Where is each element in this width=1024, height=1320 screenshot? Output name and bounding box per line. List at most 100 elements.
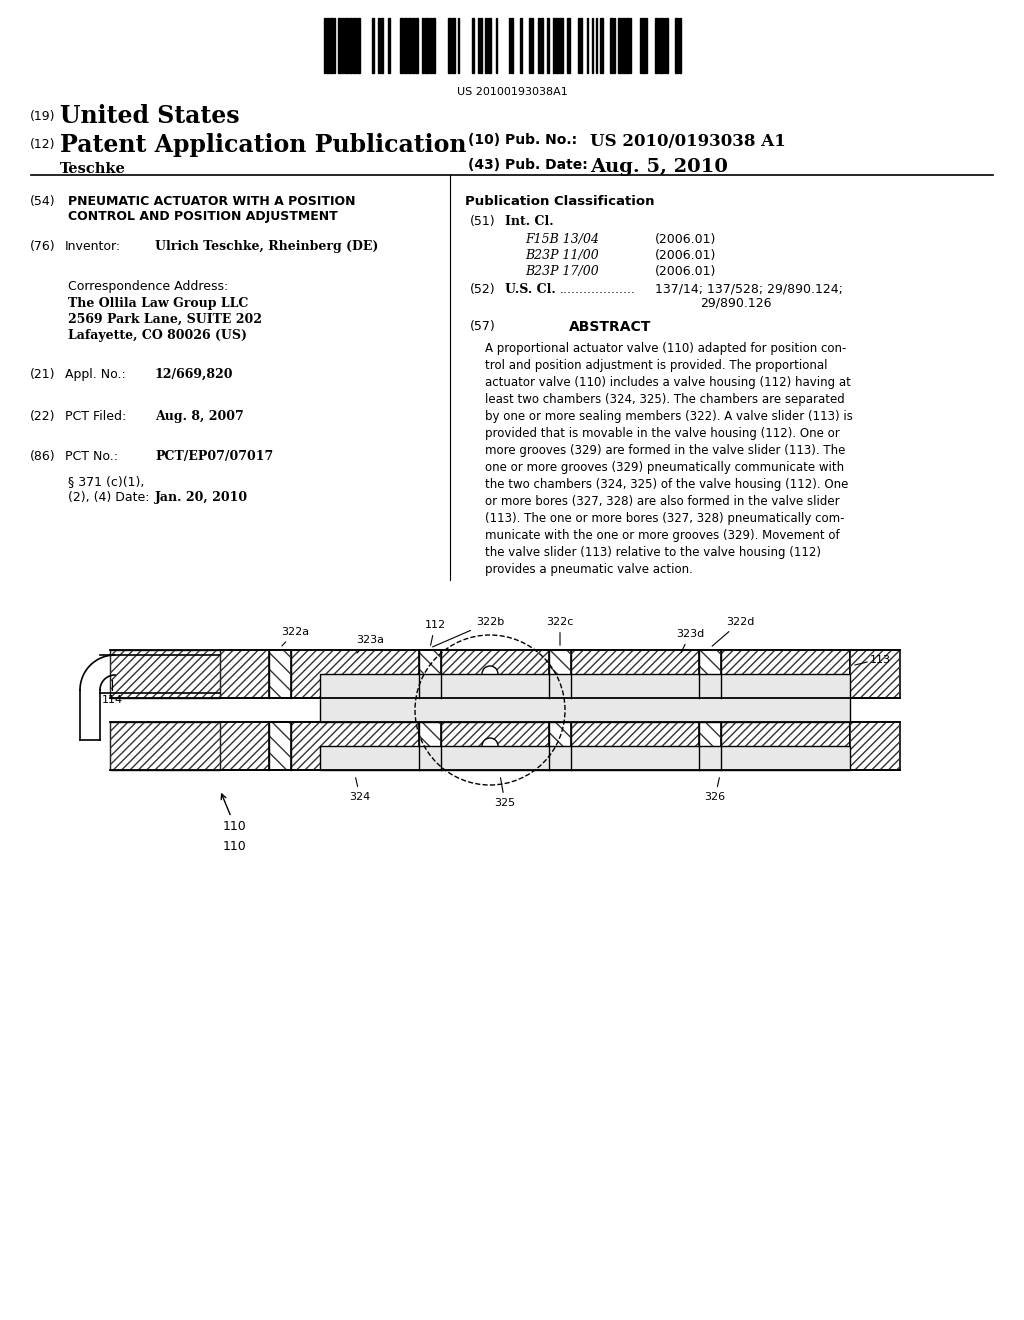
Text: Teschke: Teschke — [60, 162, 126, 176]
Bar — [353, 18, 356, 73]
Circle shape — [482, 667, 498, 682]
Bar — [600, 18, 603, 73]
Text: PCT/EP07/07017: PCT/EP07/07017 — [155, 450, 273, 463]
Text: 110: 110 — [223, 840, 247, 853]
Bar — [342, 18, 344, 73]
Bar — [556, 18, 559, 73]
Bar — [400, 18, 403, 73]
Text: 29/890.126: 29/890.126 — [700, 297, 771, 310]
Text: 110: 110 — [221, 795, 247, 833]
Text: B23P 17/00: B23P 17/00 — [525, 265, 599, 279]
Bar — [541, 18, 543, 73]
Text: Inventor:: Inventor: — [65, 240, 121, 253]
Bar — [660, 18, 663, 73]
Bar — [110, 649, 220, 698]
Text: Aug. 8, 2007: Aug. 8, 2007 — [155, 411, 244, 422]
Bar — [511, 18, 513, 73]
Text: A proportional actuator valve (110) adapted for position con-
trol and position : A proportional actuator valve (110) adap… — [485, 342, 853, 576]
Text: 322c: 322c — [547, 616, 573, 645]
Bar — [220, 649, 850, 698]
Text: F15B 13/04: F15B 13/04 — [525, 234, 599, 246]
Text: US 2010/0193038 A1: US 2010/0193038 A1 — [590, 133, 785, 150]
Bar — [567, 18, 570, 73]
Bar — [485, 18, 487, 73]
Text: Publication Classification: Publication Classification — [465, 195, 654, 209]
Bar — [345, 18, 348, 73]
Text: 12/669,820: 12/669,820 — [155, 368, 233, 381]
Text: (43) Pub. Date:: (43) Pub. Date: — [468, 158, 588, 172]
Bar — [220, 722, 850, 770]
Text: PNEUMATIC ACTUATOR WITH A POSITION
CONTROL AND POSITION ADJUSTMENT: PNEUMATIC ACTUATOR WITH A POSITION CONTR… — [68, 195, 355, 223]
Bar — [547, 18, 549, 73]
Bar — [415, 18, 418, 73]
Bar — [626, 18, 629, 73]
Bar — [679, 18, 681, 73]
Text: (10) Pub. No.:: (10) Pub. No.: — [468, 133, 578, 147]
Bar — [357, 18, 360, 73]
Text: 114: 114 — [101, 696, 123, 705]
Text: B23P 11/00: B23P 11/00 — [525, 249, 599, 261]
Bar — [388, 18, 390, 73]
Text: The Ollila Law Group LLC: The Ollila Law Group LLC — [68, 297, 249, 310]
Bar — [452, 18, 455, 73]
Text: 137/14; 137/528; 29/890.124;: 137/14; 137/528; 29/890.124; — [655, 282, 843, 296]
Text: Patent Application Publication: Patent Application Publication — [60, 133, 467, 157]
Bar — [699, 649, 721, 698]
Bar — [404, 18, 407, 73]
Text: 323a: 323a — [356, 635, 384, 653]
Bar — [549, 649, 571, 698]
Text: 325: 325 — [495, 777, 515, 808]
Bar — [319, 746, 850, 770]
Text: (86): (86) — [30, 450, 55, 463]
Text: (2006.01): (2006.01) — [655, 249, 717, 261]
Bar — [220, 649, 850, 698]
Bar — [378, 18, 380, 73]
Bar — [699, 722, 721, 770]
Text: 323d: 323d — [676, 630, 705, 652]
Text: 322d: 322d — [712, 616, 755, 647]
Bar — [429, 18, 431, 73]
Bar — [549, 649, 571, 698]
Text: Lafayette, CO 80026 (US): Lafayette, CO 80026 (US) — [68, 329, 247, 342]
Bar — [666, 18, 668, 73]
Bar — [349, 18, 352, 73]
Text: (12): (12) — [30, 139, 55, 150]
Text: (51): (51) — [470, 215, 496, 228]
Bar — [529, 18, 531, 73]
Text: Int. Cl.: Int. Cl. — [505, 215, 554, 228]
Text: (52): (52) — [470, 282, 496, 296]
Bar — [553, 18, 555, 73]
Bar — [549, 722, 571, 770]
Bar — [642, 18, 645, 73]
Text: (54): (54) — [30, 195, 55, 209]
Bar — [520, 18, 522, 73]
Bar — [110, 722, 220, 770]
Bar — [655, 18, 657, 73]
Bar — [381, 18, 383, 73]
Text: Correspondence Address:: Correspondence Address: — [68, 280, 228, 293]
Text: United States: United States — [60, 104, 240, 128]
Bar — [850, 649, 900, 698]
Bar — [549, 722, 571, 770]
Text: (2006.01): (2006.01) — [655, 234, 717, 246]
Bar — [622, 18, 625, 73]
Bar — [610, 18, 613, 73]
Bar — [419, 649, 441, 698]
Text: US 20100193038A1: US 20100193038A1 — [457, 87, 567, 96]
Bar — [480, 18, 482, 73]
Bar — [850, 722, 900, 770]
Bar — [419, 649, 441, 698]
Bar — [472, 18, 474, 73]
Text: PCT Filed:: PCT Filed: — [65, 411, 126, 422]
Bar — [560, 18, 563, 73]
Text: (2), (4) Date:: (2), (4) Date: — [68, 491, 150, 504]
Text: Appl. No.:: Appl. No.: — [65, 368, 126, 381]
Text: (76): (76) — [30, 240, 55, 253]
Bar — [326, 18, 329, 73]
Bar — [425, 18, 428, 73]
Circle shape — [482, 738, 498, 754]
Bar — [850, 649, 900, 698]
Bar — [408, 18, 411, 73]
Bar — [319, 675, 850, 722]
Text: 112: 112 — [424, 620, 445, 645]
